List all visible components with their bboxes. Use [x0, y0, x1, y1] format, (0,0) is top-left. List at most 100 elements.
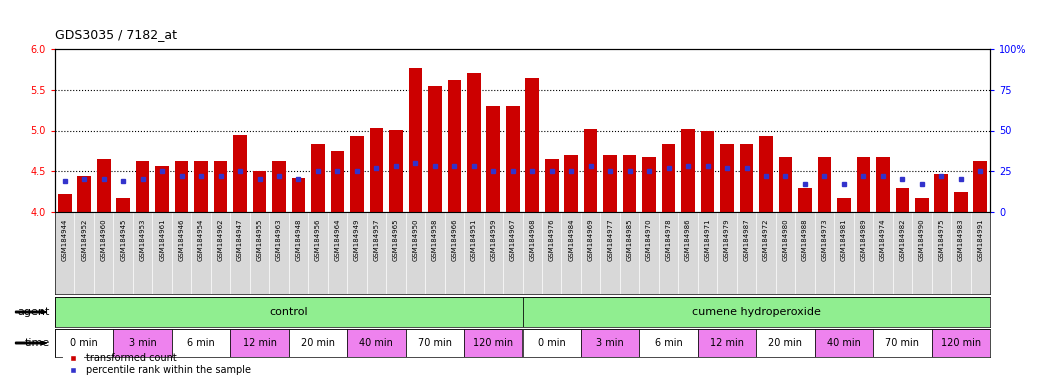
Bar [974, 161, 987, 212]
Text: GSM184991: GSM184991 [977, 218, 983, 261]
Bar [467, 73, 481, 212]
Text: GSM184970: GSM184970 [646, 218, 652, 261]
Text: agent: agent [18, 307, 50, 317]
Text: GSM184986: GSM184986 [685, 218, 691, 261]
Bar [701, 131, 714, 212]
Bar [292, 178, 305, 212]
Bar [406, 329, 464, 357]
Text: 3 min: 3 min [129, 338, 157, 348]
Text: GSM184952: GSM184952 [81, 218, 87, 261]
Bar [525, 78, 539, 212]
Bar [389, 130, 403, 212]
Text: 0 min: 0 min [538, 338, 566, 348]
Bar [522, 329, 581, 357]
Text: GSM184964: GSM184964 [334, 218, 340, 261]
Text: 20 min: 20 min [301, 338, 335, 348]
Bar [698, 329, 757, 357]
Bar [581, 329, 639, 357]
Text: 6 min: 6 min [655, 338, 682, 348]
Bar [409, 68, 422, 212]
Bar [603, 155, 617, 212]
Text: GSM184987: GSM184987 [743, 218, 749, 261]
Bar [681, 129, 694, 212]
Text: GSM184953: GSM184953 [140, 218, 145, 261]
Text: 0 min: 0 min [71, 338, 99, 348]
Bar [78, 176, 91, 212]
Text: GSM184962: GSM184962 [218, 218, 223, 261]
Text: 6 min: 6 min [187, 338, 215, 348]
Text: control: control [270, 307, 308, 317]
Bar [931, 329, 990, 357]
Bar [916, 198, 929, 212]
Bar [778, 157, 792, 212]
Bar [252, 171, 267, 212]
Text: GSM184946: GSM184946 [179, 218, 185, 261]
Bar [116, 198, 130, 212]
Bar [214, 161, 227, 212]
Text: 120 min: 120 min [940, 338, 981, 348]
Bar [172, 329, 230, 357]
Bar [350, 136, 363, 212]
Bar [583, 129, 598, 212]
Text: GSM184975: GSM184975 [938, 218, 945, 261]
Text: GSM184968: GSM184968 [529, 218, 536, 261]
Text: GSM184954: GSM184954 [198, 218, 204, 261]
Bar [55, 329, 113, 357]
Bar [506, 106, 520, 212]
Bar [662, 144, 676, 212]
Text: GSM184982: GSM184982 [899, 218, 905, 261]
Bar [97, 159, 110, 212]
Text: GSM184983: GSM184983 [958, 218, 963, 261]
Text: GSM184981: GSM184981 [841, 218, 847, 261]
Bar [757, 329, 815, 357]
Bar [720, 144, 734, 212]
Text: GDS3035 / 7182_at: GDS3035 / 7182_at [55, 28, 177, 41]
Bar [230, 329, 289, 357]
Bar [798, 187, 812, 212]
Text: GSM184945: GSM184945 [120, 218, 127, 261]
Text: 40 min: 40 min [359, 338, 393, 348]
Text: GSM184984: GSM184984 [568, 218, 574, 261]
Text: GSM184978: GSM184978 [665, 218, 672, 261]
Text: GSM184950: GSM184950 [412, 218, 418, 261]
Legend: transformed count, percentile rank within the sample: transformed count, percentile rank withi… [60, 349, 255, 379]
Text: GSM184951: GSM184951 [471, 218, 476, 261]
Text: 70 min: 70 min [885, 338, 920, 348]
Text: GSM184955: GSM184955 [256, 218, 263, 261]
Bar [565, 155, 578, 212]
Bar [643, 157, 656, 212]
Bar [331, 151, 345, 212]
Bar [58, 194, 72, 212]
Text: GSM184966: GSM184966 [452, 218, 458, 261]
Bar [174, 161, 189, 212]
Bar [311, 144, 325, 212]
Bar [136, 161, 149, 212]
Text: time: time [25, 338, 50, 348]
Text: GSM184965: GSM184965 [393, 218, 399, 261]
Text: GSM184948: GSM184948 [296, 218, 301, 261]
Text: GSM184969: GSM184969 [588, 218, 594, 261]
Text: GSM184985: GSM184985 [627, 218, 632, 261]
Text: 12 min: 12 min [710, 338, 744, 348]
Bar [156, 166, 169, 212]
Bar [464, 329, 522, 357]
Text: GSM184971: GSM184971 [705, 218, 711, 261]
Bar [759, 136, 773, 212]
Bar [347, 329, 406, 357]
Text: GSM184974: GSM184974 [880, 218, 885, 261]
Text: GSM184947: GSM184947 [237, 218, 243, 261]
Bar [873, 329, 931, 357]
Text: GSM184960: GSM184960 [101, 218, 107, 261]
Text: GSM184980: GSM184980 [783, 218, 789, 261]
Text: 12 min: 12 min [243, 338, 276, 348]
Text: GSM184944: GSM184944 [61, 218, 67, 261]
Bar [954, 192, 967, 212]
Bar [740, 144, 754, 212]
Text: GSM184961: GSM184961 [159, 218, 165, 261]
Bar [623, 155, 636, 212]
Bar [272, 161, 285, 212]
Bar [55, 297, 522, 327]
Bar [934, 174, 948, 212]
Bar [522, 297, 990, 327]
Text: GSM184963: GSM184963 [276, 218, 282, 261]
